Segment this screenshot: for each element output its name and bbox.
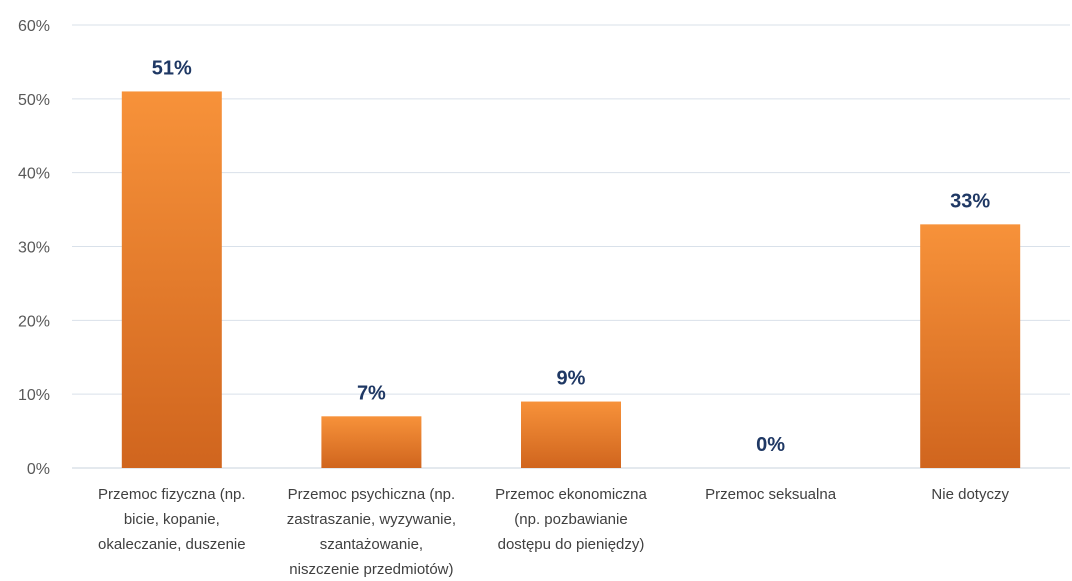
- x-category-label-line: Przemoc fizyczna (np.: [98, 486, 246, 503]
- y-tick-label: 20%: [18, 313, 50, 330]
- x-category-label-line: okaleczanie, duszenie: [98, 536, 246, 553]
- y-tick-label: 30%: [18, 240, 50, 257]
- bar: [521, 401, 621, 468]
- y-tick-label: 10%: [18, 387, 50, 404]
- x-category-label-line: niszczenie przedmiotów): [289, 561, 453, 578]
- x-category-label-line: dostępu do pieniędzy): [498, 536, 645, 553]
- bars: [121, 91, 1021, 468]
- x-category-label-line: Przemoc ekonomiczna: [495, 486, 647, 503]
- x-category-label: Nie dotyczy: [931, 486, 1009, 503]
- x-category-label: Przemoc seksualna: [705, 486, 837, 503]
- bar: [920, 224, 1021, 468]
- x-category-label-line: Nie dotyczy: [931, 486, 1009, 503]
- x-category-label-line: zastraszanie, wyzywanie,: [287, 511, 456, 528]
- y-tick-label: 40%: [18, 166, 50, 183]
- bar: [121, 91, 222, 468]
- y-axis-ticks: 0% 10% 20% 30% 40% 50% 60%: [18, 18, 50, 478]
- x-axis-labels: Przemoc fizyczna (np. bicie, kopanie, okal…: [98, 486, 1009, 578]
- x-category-label: Przemoc fizyczna (np. bicie, kopanie, okal…: [98, 486, 246, 553]
- y-tick-label: 0%: [27, 461, 50, 478]
- data-label: 51%: [152, 57, 192, 79]
- x-category-label-line: szantażowanie,: [320, 536, 423, 553]
- y-tick-label: 60%: [18, 18, 50, 35]
- x-category-label-line: Przemoc seksualna: [705, 486, 837, 503]
- x-category-label-line: bicie, kopanie,: [124, 511, 220, 528]
- gridlines: [72, 24, 1070, 469]
- data-label: 0%: [756, 434, 785, 456]
- bar: [321, 416, 422, 468]
- x-category-label-line: Przemoc psychiczna (np.: [288, 486, 456, 503]
- x-category-label-line: (np. pozbawianie: [514, 511, 627, 528]
- x-category-label: Przemoc psychiczna (np. zastraszanie, wyz…: [287, 486, 456, 578]
- data-label: 7%: [357, 382, 386, 404]
- data-label: 9%: [557, 368, 586, 390]
- y-tick-label: 50%: [18, 92, 50, 109]
- data-label: 33%: [950, 190, 990, 212]
- data-labels: 51% 7% 9% 0% 33%: [152, 57, 991, 456]
- x-category-label: Przemoc ekonomiczna (np. pozbawianie dostę…: [495, 486, 647, 553]
